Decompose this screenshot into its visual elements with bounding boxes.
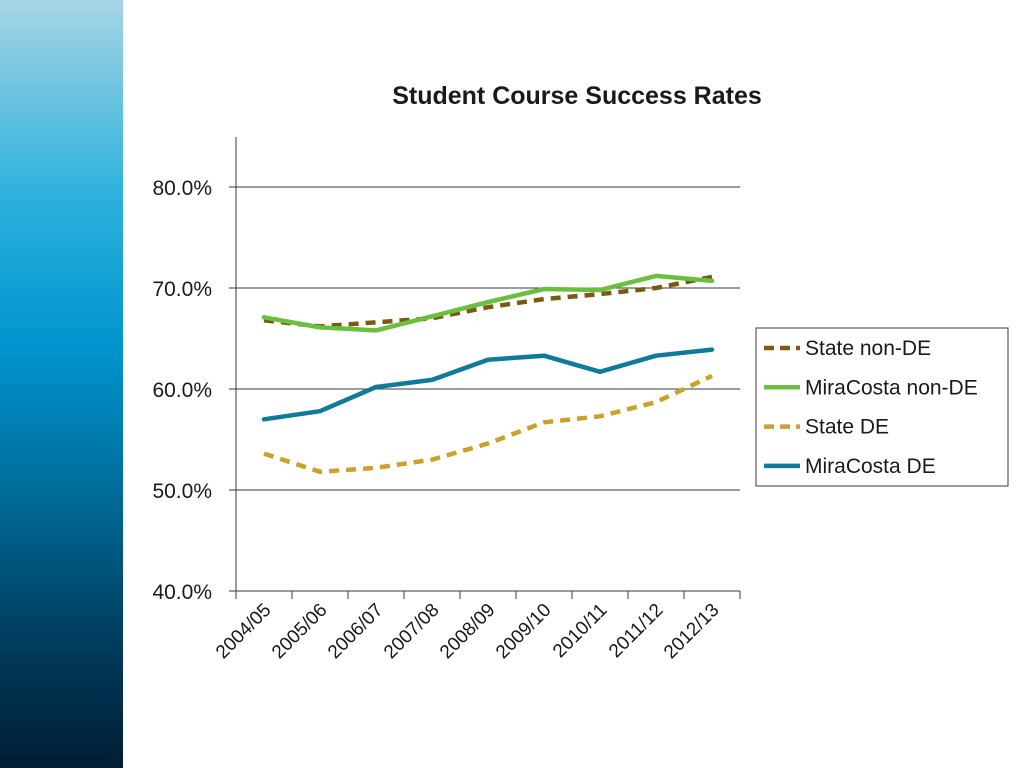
x-tick-label: 2006/07	[324, 600, 387, 663]
legend-label-miracosta-non-de: MiraCosta non-DE	[805, 376, 978, 399]
series-line-state-de	[263, 373, 713, 475]
x-tick-label: 2012/13	[660, 600, 723, 663]
y-tick-labels: 40.0% 50.0% 60.0% 70.0% 80.0%	[152, 177, 212, 604]
y-tick-label: 70.0%	[152, 278, 212, 301]
x-tick-labels: 2004/052005/062006/072007/082008/092009/…	[212, 600, 723, 663]
x-tick-label: 2005/06	[268, 600, 331, 663]
y-tick-label: 60.0%	[152, 379, 212, 402]
series-line-miracosta-de	[261, 347, 715, 422]
legend-label-state-de: State DE	[805, 416, 889, 439]
x-tick-label: 2007/08	[380, 600, 443, 663]
series-line-miracosta-non-de	[261, 273, 715, 333]
chart-title: Student Course Success Rates	[392, 82, 762, 110]
legend-label-miracosta-de: MiraCosta DE	[805, 455, 936, 478]
x-tick-label: 2010/11	[549, 600, 611, 662]
legend-label-state-non-de: State non-DE	[805, 337, 931, 360]
x-tick-label: 2008/09	[436, 600, 499, 663]
x-tick-label: 2009/10	[492, 600, 555, 663]
legend: State non-DE MiraCosta non-DE State DE Mira…	[755, 327, 1009, 487]
y-tick-label: 50.0%	[152, 480, 212, 503]
axes	[229, 137, 741, 599]
legend-box	[755, 327, 1009, 487]
series-lines	[261, 273, 715, 475]
decorative-side-band	[0, 0, 123, 768]
series-line-state-non-de	[263, 274, 713, 329]
y-tick-label: 40.0%	[152, 581, 212, 604]
x-tick-label: 2011/12	[605, 600, 667, 662]
x-tick-label: 2004/05	[212, 600, 275, 663]
y-tick-label: 80.0%	[152, 177, 212, 200]
